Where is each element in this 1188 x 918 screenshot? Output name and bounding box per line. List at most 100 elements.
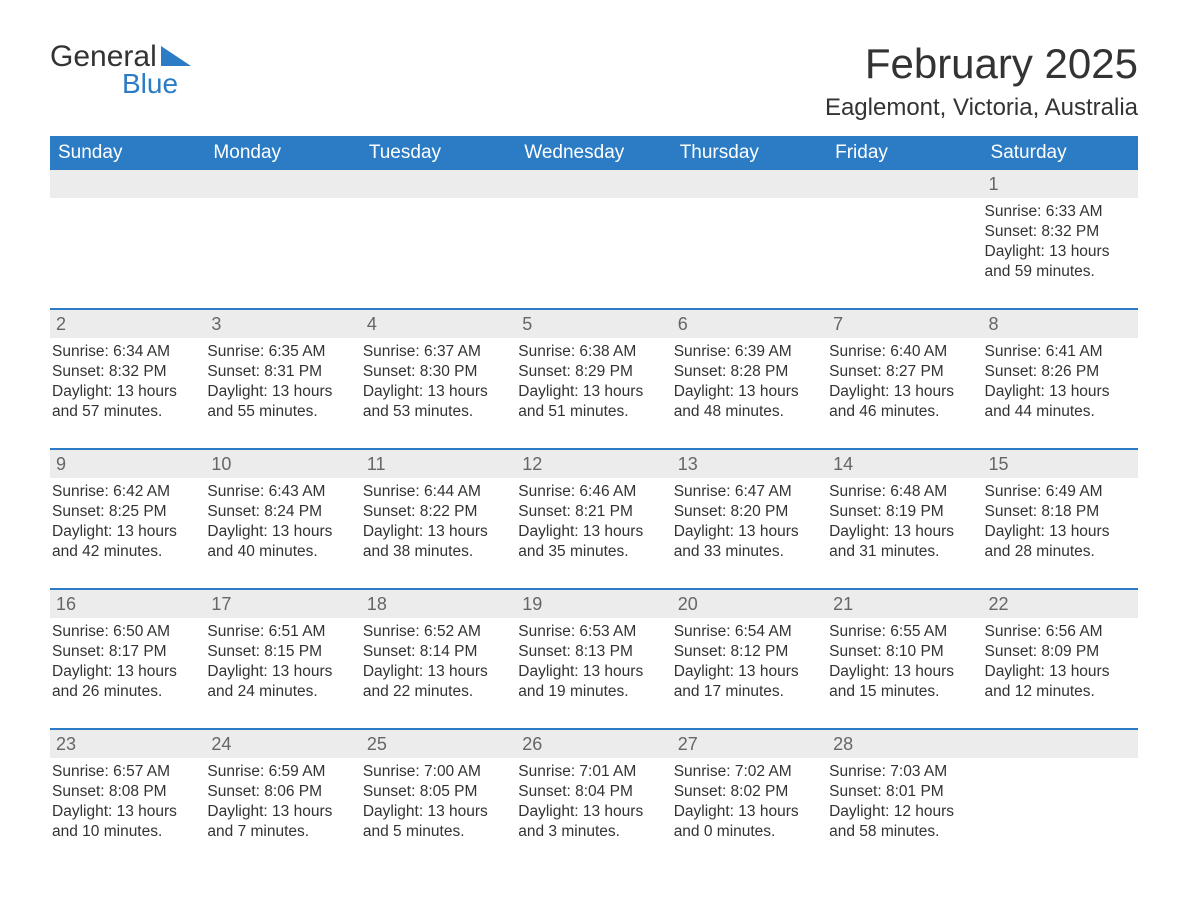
day-body: Sunrise: 6:42 AMSunset: 8:25 PMDaylight:… bbox=[50, 478, 205, 563]
day-number: 12 bbox=[516, 450, 671, 478]
day-number bbox=[516, 170, 671, 198]
day-number: 21 bbox=[827, 590, 982, 618]
daylight-text: Daylight: 13 hours and 7 minutes. bbox=[207, 802, 354, 842]
day-cell: 18 Sunrise: 6:52 AMSunset: 8:14 PMDayligh… bbox=[361, 590, 516, 710]
day-header: Wednesday bbox=[516, 136, 671, 170]
day-header: Monday bbox=[205, 136, 360, 170]
sunrise-text: Sunrise: 6:52 AM bbox=[363, 622, 510, 642]
day-number: 5 bbox=[516, 310, 671, 338]
daylight-text: Daylight: 13 hours and 5 minutes. bbox=[363, 802, 510, 842]
sunrise-text: Sunrise: 6:40 AM bbox=[829, 342, 976, 362]
sunset-text: Sunset: 8:25 PM bbox=[52, 502, 199, 522]
title-month: February 2025 bbox=[825, 40, 1138, 88]
calendar: SundayMondayTuesdayWednesdayThursdayFrid… bbox=[50, 136, 1138, 850]
logo: General Blue bbox=[50, 40, 195, 100]
day-cell: 21Sunrise: 6:55 AMSunset: 8:10 PMDayligh… bbox=[827, 590, 982, 710]
day-header-row: SundayMondayTuesdayWednesdayThursdayFrid… bbox=[50, 136, 1138, 170]
day-cell bbox=[205, 170, 360, 290]
day-number: 18 bbox=[361, 590, 516, 618]
sunset-text: Sunset: 8:20 PM bbox=[674, 502, 821, 522]
day-number: 25 bbox=[361, 730, 516, 758]
sunrise-text: Sunrise: 6:35 AM bbox=[207, 342, 354, 362]
sunset-text: Sunset: 8:14 PM bbox=[363, 642, 510, 662]
day-body: Sunrise: 7:01 AMSunset: 8:04 PMDaylight:… bbox=[516, 758, 671, 843]
day-number: 8 bbox=[983, 310, 1138, 338]
day-body: Sunrise: 7:00 AMSunset: 8:05 PMDaylight:… bbox=[361, 758, 516, 843]
sunrise-text: Sunrise: 6:54 AM bbox=[674, 622, 821, 642]
day-cell: 11Sunrise: 6:44 AMSunset: 8:22 PMDayligh… bbox=[361, 450, 516, 570]
sunrise-text: Sunrise: 6:33 AM bbox=[985, 202, 1132, 222]
sunrise-text: Sunrise: 6:51 AM bbox=[207, 622, 354, 642]
daylight-text: Daylight: 13 hours and 38 minutes. bbox=[363, 522, 510, 562]
day-cell: 15Sunrise: 6:49 AMSunset: 8:18 PMDayligh… bbox=[983, 450, 1138, 570]
daylight-text: Daylight: 13 hours and 28 minutes. bbox=[985, 522, 1132, 562]
logo-triangle-icon bbox=[161, 44, 195, 71]
day-number: 28 bbox=[827, 730, 982, 758]
title-block: February 2025 Eaglemont, Victoria, Austr… bbox=[825, 40, 1138, 122]
day-number: 10 bbox=[205, 450, 360, 478]
sunset-text: Sunset: 8:30 PM bbox=[363, 362, 510, 382]
daylight-text: Daylight: 13 hours and 51 minutes. bbox=[518, 382, 665, 422]
day-body: Sunrise: 6:47 AMSunset: 8:20 PMDaylight:… bbox=[672, 478, 827, 563]
day-number bbox=[827, 170, 982, 198]
day-cell bbox=[672, 170, 827, 290]
sunset-text: Sunset: 8:04 PM bbox=[518, 782, 665, 802]
day-body: Sunrise: 6:35 AMSunset: 8:31 PMDaylight:… bbox=[205, 338, 360, 423]
sunrise-text: Sunrise: 7:01 AM bbox=[518, 762, 665, 782]
day-number: 3 bbox=[205, 310, 360, 338]
sunset-text: Sunset: 8:08 PM bbox=[52, 782, 199, 802]
sunset-text: Sunset: 8:06 PM bbox=[207, 782, 354, 802]
day-body: Sunrise: 6:43 AMSunset: 8:24 PMDaylight:… bbox=[205, 478, 360, 563]
day-number: 15 bbox=[983, 450, 1138, 478]
day-number bbox=[50, 170, 205, 198]
day-cell bbox=[50, 170, 205, 290]
daylight-text: Daylight: 13 hours and 53 minutes. bbox=[363, 382, 510, 422]
sunset-text: Sunset: 8:05 PM bbox=[363, 782, 510, 802]
sunset-text: Sunset: 8:10 PM bbox=[829, 642, 976, 662]
sunset-text: Sunset: 8:32 PM bbox=[52, 362, 199, 382]
daylight-text: Daylight: 13 hours and 59 minutes. bbox=[985, 242, 1132, 282]
day-number: 27 bbox=[672, 730, 827, 758]
day-cell: 16Sunrise: 6:50 AMSunset: 8:17 PMDayligh… bbox=[50, 590, 205, 710]
sunset-text: Sunset: 8:18 PM bbox=[985, 502, 1132, 522]
sunset-text: Sunset: 8:22 PM bbox=[363, 502, 510, 522]
day-cell: 13Sunrise: 6:47 AMSunset: 8:20 PMDayligh… bbox=[672, 450, 827, 570]
daylight-text: Daylight: 13 hours and 48 minutes. bbox=[674, 382, 821, 422]
week-row: 9Sunrise: 6:42 AMSunset: 8:25 PMDaylight… bbox=[50, 448, 1138, 570]
day-number: 24 bbox=[205, 730, 360, 758]
day-cell: 27Sunrise: 7:02 AMSunset: 8:02 PMDayligh… bbox=[672, 730, 827, 850]
daylight-text: Daylight: 13 hours and 19 minutes. bbox=[518, 662, 665, 702]
day-cell bbox=[361, 170, 516, 290]
day-cell: 26Sunrise: 7:01 AMSunset: 8:04 PMDayligh… bbox=[516, 730, 671, 850]
day-body: Sunrise: 6:40 AMSunset: 8:27 PMDaylight:… bbox=[827, 338, 982, 423]
day-body: Sunrise: 6:49 AMSunset: 8:18 PMDaylight:… bbox=[983, 478, 1138, 563]
day-number bbox=[983, 730, 1138, 758]
day-number bbox=[361, 170, 516, 198]
daylight-text: Daylight: 13 hours and 22 minutes. bbox=[363, 662, 510, 702]
day-body: Sunrise: 6:39 AMSunset: 8:28 PMDaylight:… bbox=[672, 338, 827, 423]
day-number: 23 bbox=[50, 730, 205, 758]
sunrise-text: Sunrise: 6:39 AM bbox=[674, 342, 821, 362]
daylight-text: Daylight: 13 hours and 12 minutes. bbox=[985, 662, 1132, 702]
day-cell: 1Sunrise: 6:33 AMSunset: 8:32 PMDaylight… bbox=[983, 170, 1138, 290]
day-number bbox=[205, 170, 360, 198]
day-cell: 17Sunrise: 6:51 AMSunset: 8:15 PMDayligh… bbox=[205, 590, 360, 710]
day-cell: 4Sunrise: 6:37 AMSunset: 8:30 PMDaylight… bbox=[361, 310, 516, 430]
day-number: 20 bbox=[672, 590, 827, 618]
week-row: 2Sunrise: 6:34 AMSunset: 8:32 PMDaylight… bbox=[50, 308, 1138, 430]
sunrise-text: Sunrise: 6:41 AM bbox=[985, 342, 1132, 362]
sunrise-text: Sunrise: 6:50 AM bbox=[52, 622, 199, 642]
day-number: 14 bbox=[827, 450, 982, 478]
daylight-text: Daylight: 13 hours and 46 minutes. bbox=[829, 382, 976, 422]
day-number: 7 bbox=[827, 310, 982, 338]
day-body: Sunrise: 6:50 AMSunset: 8:17 PMDaylight:… bbox=[50, 618, 205, 703]
day-number bbox=[672, 170, 827, 198]
sunset-text: Sunset: 8:31 PM bbox=[207, 362, 354, 382]
week-row: 1Sunrise: 6:33 AMSunset: 8:32 PMDaylight… bbox=[50, 170, 1138, 290]
day-body: Sunrise: 6:54 AMSunset: 8:12 PMDaylight:… bbox=[672, 618, 827, 703]
sunset-text: Sunset: 8:29 PM bbox=[518, 362, 665, 382]
sunset-text: Sunset: 8:12 PM bbox=[674, 642, 821, 662]
day-cell: 23Sunrise: 6:57 AMSunset: 8:08 PMDayligh… bbox=[50, 730, 205, 850]
sunrise-text: Sunrise: 6:56 AM bbox=[985, 622, 1132, 642]
sunrise-text: Sunrise: 6:42 AM bbox=[52, 482, 199, 502]
